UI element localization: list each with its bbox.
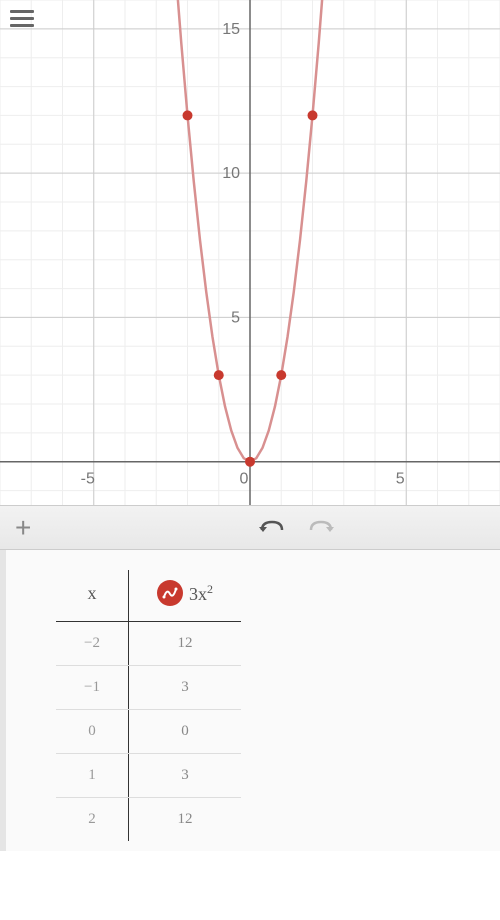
x-cell[interactable]: 2: [56, 798, 128, 842]
x-cell[interactable]: 0: [56, 710, 128, 754]
value-table: x 3x2 −212−130013212: [56, 570, 241, 841]
y-cell[interactable]: 12: [128, 622, 241, 666]
y-cell[interactable]: 0: [128, 710, 241, 754]
undo-icon[interactable]: [258, 518, 284, 538]
table-row: 13: [56, 754, 241, 798]
add-button[interactable]: +: [15, 512, 31, 544]
parabola-chart: -5 0 5 5 10 15: [0, 0, 500, 505]
x-cell[interactable]: −2: [56, 622, 128, 666]
table-row: −13: [56, 666, 241, 710]
svg-text:10: 10: [222, 165, 240, 182]
y-cell[interactable]: 3: [128, 666, 241, 710]
redo-icon[interactable]: [309, 518, 335, 538]
menu-icon[interactable]: [10, 10, 34, 28]
y-cell[interactable]: 3: [128, 754, 241, 798]
graph-panel[interactable]: -5 0 5 5 10 15: [0, 0, 500, 505]
svg-text:-5: -5: [81, 471, 95, 488]
svg-text:15: 15: [222, 21, 240, 38]
table-row: 00: [56, 710, 241, 754]
table-row: −212: [56, 622, 241, 666]
x-cell[interactable]: 1: [56, 754, 128, 798]
x-cell[interactable]: −1: [56, 666, 128, 710]
y-cell[interactable]: 12: [128, 798, 241, 842]
svg-text:5: 5: [231, 309, 240, 326]
svg-text:0: 0: [240, 471, 249, 488]
function-badge-icon: [157, 580, 183, 606]
table-panel: x 3x2 −212−130013212: [0, 550, 500, 851]
y-column-header: 3x2: [128, 570, 241, 622]
table-row: 212: [56, 798, 241, 842]
toolbar: +: [0, 505, 500, 550]
x-column-header: x: [56, 570, 128, 622]
svg-text:5: 5: [396, 471, 405, 488]
